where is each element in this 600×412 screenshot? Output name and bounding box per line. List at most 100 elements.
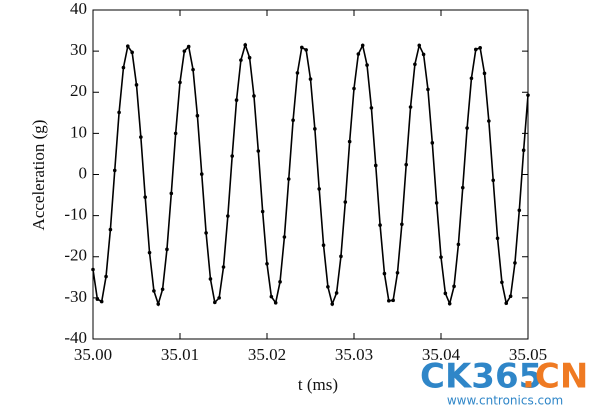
data-point	[491, 178, 496, 183]
data-point	[304, 48, 308, 52]
data-point	[508, 294, 513, 299]
data-point	[413, 62, 417, 67]
data-point	[308, 77, 313, 81]
data-point	[526, 93, 530, 97]
data-point	[108, 227, 113, 232]
data-point	[126, 44, 130, 48]
data-point	[439, 255, 443, 259]
data-point	[130, 50, 134, 55]
data-point	[339, 254, 343, 259]
data-point	[91, 267, 95, 272]
data-point	[265, 261, 269, 266]
data-point	[500, 280, 504, 285]
data-point	[408, 105, 413, 109]
data-point	[356, 52, 361, 56]
data-point	[230, 154, 234, 158]
data-point	[417, 43, 422, 48]
data-point	[456, 242, 461, 247]
data-point	[178, 80, 182, 85]
y-tick-label: -20	[64, 246, 87, 265]
data-point	[430, 141, 435, 145]
data-point	[134, 83, 139, 87]
plot-frame	[92, 9, 529, 340]
data-point	[152, 289, 156, 293]
data-point	[334, 291, 339, 295]
data-point	[195, 113, 200, 118]
data-point	[239, 58, 243, 62]
y-tick-label: -10	[64, 205, 87, 224]
data-point	[521, 148, 526, 153]
data-point	[147, 250, 152, 255]
data-point	[208, 277, 213, 281]
data-point	[182, 49, 187, 53]
data-point	[300, 45, 304, 50]
data-point	[273, 301, 278, 305]
data-point	[282, 235, 287, 239]
data-point	[326, 284, 330, 289]
x-axis-label: t (ms)	[298, 375, 338, 394]
data-point	[513, 261, 517, 265]
data-point	[382, 271, 387, 276]
data-point	[252, 94, 256, 98]
data-point	[260, 209, 265, 214]
data-point	[387, 298, 391, 303]
data-point	[460, 185, 465, 190]
data-point	[517, 208, 522, 213]
data-point	[104, 274, 108, 279]
data-point	[139, 135, 143, 139]
data-point	[199, 172, 204, 176]
data-point	[291, 118, 295, 123]
x-tick-label: 35.00	[74, 345, 112, 364]
data-point	[404, 162, 409, 167]
data-point	[373, 163, 378, 168]
data-point	[465, 126, 469, 130]
data-point	[395, 270, 400, 275]
data-point	[474, 47, 478, 52]
data-point	[121, 65, 126, 70]
data-point	[482, 71, 487, 76]
data-point	[330, 302, 335, 306]
data-point	[286, 177, 291, 181]
data-point	[369, 106, 374, 110]
data-point	[278, 280, 282, 284]
data-point	[478, 46, 482, 50]
x-tick-label: 35.03	[335, 345, 373, 364]
y-tick-label: 20	[70, 81, 87, 100]
data-point	[186, 44, 191, 49]
data-point	[360, 43, 365, 48]
data-point	[391, 298, 395, 303]
data-point	[295, 71, 300, 75]
data-point	[247, 55, 252, 60]
data-point	[443, 291, 448, 296]
data-point	[143, 195, 147, 199]
data-point	[112, 168, 117, 173]
data-point	[365, 63, 369, 67]
data-point	[313, 127, 317, 131]
x-tick-label: 35.01	[161, 345, 199, 364]
x-tick-label: 35.02	[248, 345, 286, 364]
data-point	[160, 287, 165, 292]
data-point	[204, 231, 208, 235]
data-point	[426, 87, 430, 92]
data-point	[256, 149, 261, 153]
data-point	[226, 214, 230, 218]
data-point	[378, 223, 382, 227]
y-tick-label: 30	[70, 40, 87, 59]
data-point	[169, 191, 174, 196]
data-point	[117, 110, 121, 115]
data-point	[99, 299, 104, 304]
data-point	[352, 86, 356, 91]
watermark: CK365 .CN www.cntronics.com	[420, 357, 588, 408]
data-line	[92, 42, 529, 307]
data-point	[317, 187, 322, 191]
y-tick-label: -40	[64, 328, 87, 347]
data-point	[213, 300, 217, 305]
data-point	[234, 98, 239, 102]
y-tick-label: 40	[70, 0, 87, 18]
data-point	[495, 236, 500, 241]
data-point	[243, 43, 248, 47]
data-point	[321, 243, 326, 248]
watermark-suffix: .CN	[522, 357, 588, 397]
y-axis-label: Acceleration (g)	[29, 120, 48, 231]
